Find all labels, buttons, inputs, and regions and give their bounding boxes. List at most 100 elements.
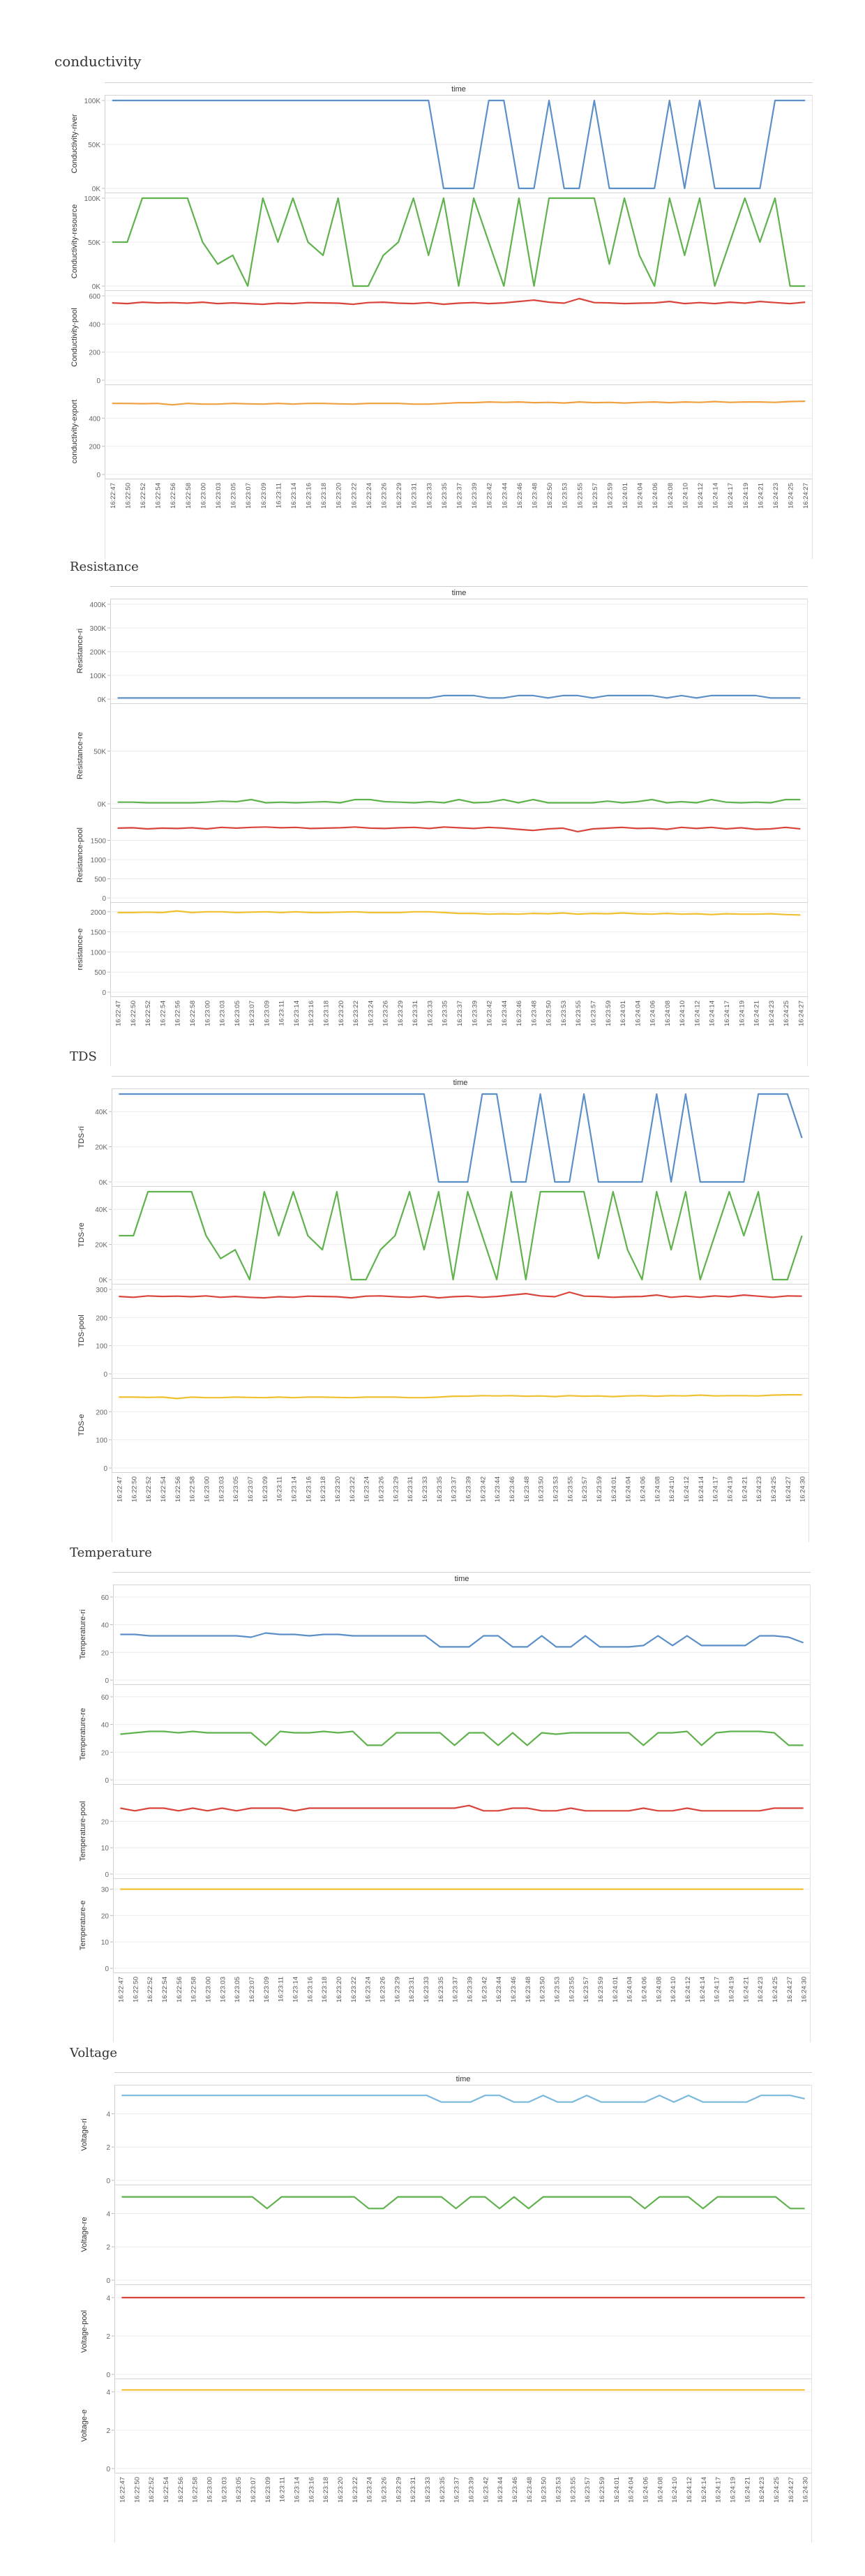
- y-tick-label: 20: [101, 1649, 110, 1657]
- y-tick-label: 400: [89, 415, 100, 423]
- chart-0: time 0K 50K 100K Conductivity-river 0K 50K 100K…: [70, 82, 813, 559]
- x-tick-label: 16:22:58: [185, 483, 193, 509]
- x-tick-label: 16:24:10: [679, 1001, 686, 1026]
- x-tick-label: 16:23:59: [606, 483, 614, 509]
- series-line-Temperature-pool: [120, 1804, 804, 1812]
- x-tick-label: 16:23:46: [516, 1001, 523, 1026]
- panel-2: 0 500 1000 1500 Resistance-pool: [76, 808, 808, 903]
- x-tick-label: 16:23:44: [495, 1977, 503, 2002]
- x-tick-label: 16:23:37: [456, 483, 464, 509]
- chart-title: TDS: [70, 1049, 97, 1064]
- x-tick-label: 16:23:33: [424, 2477, 432, 2503]
- y-tick-label: 0: [106, 2372, 110, 2379]
- x-tick-label: 16:24:10: [682, 483, 689, 509]
- x-tick-label: 16:23:35: [436, 1476, 444, 1502]
- series-line-Conductivity-pool: [112, 297, 806, 306]
- y-tick-label: 0: [103, 1465, 107, 1473]
- panel-1: 0 2 4 Voltage-re: [80, 2185, 812, 2285]
- x-tick-label: 16:23:57: [581, 1476, 589, 1502]
- x-tick-label: 16:24:17: [727, 483, 735, 509]
- y-tick-label: 1000: [91, 949, 107, 957]
- y-tick-label: 2: [106, 2144, 110, 2152]
- x-tick-label: 16:24:06: [652, 483, 659, 509]
- x-tick-label: 16:23:42: [486, 1001, 494, 1026]
- x-tick-label: 16:24:27: [786, 1977, 794, 2002]
- x-tick-label: 16:23:55: [576, 483, 584, 509]
- x-tick-label: 16:23:31: [412, 1001, 419, 1026]
- x-tick-label: 16:22:47: [110, 483, 117, 509]
- x-tick-label: 16:23:22: [352, 2477, 359, 2503]
- x-tick-label: 16:23:31: [409, 2477, 417, 2503]
- series-line-Resistance-ri: [117, 694, 801, 699]
- x-tick-label: 16:24:21: [753, 1001, 761, 1026]
- x-tick-label: 16:23:59: [597, 1977, 605, 2002]
- y-axis-label: TDS-e: [77, 1414, 86, 1437]
- x-tick-label: 16:22:56: [170, 483, 177, 509]
- x-tick-label: 16:23:26: [380, 2477, 388, 2503]
- y-tick-label: 10: [101, 1845, 110, 1852]
- x-tick-label: 16:24:17: [712, 1476, 720, 1502]
- y-tick-label: 0: [106, 2178, 110, 2185]
- x-tick-label: 16:24:19: [728, 1977, 735, 2002]
- y-tick-label: 0K: [92, 283, 101, 291]
- y-tick-label: 20: [101, 1749, 110, 1757]
- x-tick-label: 16:23:16: [308, 1001, 315, 1026]
- x-tick-label: 16:24:12: [693, 1001, 701, 1026]
- x-tick-label: 16:23:09: [263, 1001, 271, 1026]
- y-axis-label: Temperature-e: [79, 1901, 87, 1951]
- x-tick-label: 16:23:29: [395, 2477, 403, 2503]
- x-tick-label: 16:23:35: [441, 483, 449, 509]
- x-tick-label: 16:24:04: [634, 1001, 642, 1026]
- y-tick-label: 40: [101, 1722, 110, 1730]
- x-tick-label: 16:23:37: [453, 2477, 461, 2503]
- series-line-TDS-pool: [119, 1291, 802, 1299]
- x-tick-label: 16:23:03: [219, 1977, 227, 2002]
- x-tick-label: 16:24:19: [729, 2477, 737, 2503]
- chart-1: time 0K 100K 200K 300K 400K Resistance-ri 0K 50K…: [76, 586, 808, 1066]
- x-tick-label: 16:23:11: [276, 1476, 284, 1502]
- y-axis-label: Temperature-re: [79, 1708, 87, 1760]
- y-tick-label: 40: [101, 1622, 110, 1630]
- y-axis-label: Resistance-re: [76, 732, 84, 779]
- x-tick-label: 16:23:48: [531, 483, 539, 509]
- x-tick-label: 16:23:55: [575, 1001, 582, 1026]
- y-tick-label: 40K: [95, 1109, 107, 1116]
- y-tick-label: 0K: [98, 696, 107, 704]
- x-axis-header: time: [453, 1079, 468, 1087]
- x-tick-label: 16:22:58: [192, 2477, 200, 2503]
- x-tick-label: 16:24:21: [741, 1476, 749, 1502]
- y-tick-label: 0K: [98, 801, 107, 809]
- y-axis-label: Voltage-ri: [80, 2118, 89, 2150]
- x-tick-label: 16:24:23: [757, 1977, 765, 2002]
- y-tick-label: 0: [105, 1965, 109, 1973]
- x-tick-label: 16:23:35: [439, 2477, 446, 2503]
- x-tick-label: 16:22:58: [189, 1476, 197, 1502]
- series-line-Conductivity-resource: [112, 197, 806, 287]
- x-tick-label: 16:23:46: [511, 2477, 519, 2503]
- x-tick-label: 16:23:26: [377, 1476, 385, 1502]
- x-tick-label: 16:22:56: [174, 1476, 182, 1502]
- x-tick-label: 16:24:17: [723, 1001, 731, 1026]
- x-tick-label: 16:22:54: [155, 483, 163, 509]
- series-line-Conductivity-river: [112, 99, 806, 190]
- panel-1: 0K 50K 100K Conductivity-resource: [70, 193, 813, 291]
- panel-1: 0K 20K 40K TDS-re: [77, 1186, 809, 1285]
- x-tick-label: 16:23:22: [350, 1977, 358, 2002]
- x-tick-label: 16:23:05: [232, 1476, 240, 1502]
- y-tick-label: 200: [96, 1409, 107, 1416]
- x-tick-label: 16:23:03: [218, 1476, 225, 1502]
- x-tick-label: 16:23:50: [546, 483, 554, 509]
- x-tick-label: 16:23:07: [248, 1977, 256, 2002]
- y-tick-label: 500: [94, 876, 106, 884]
- y-axis-label: Voltage-re: [80, 2217, 89, 2252]
- y-tick-label: 40K: [95, 1206, 107, 1214]
- chart-title: Voltage: [70, 2046, 118, 2060]
- x-tick-label: 16:24:27: [788, 2477, 795, 2503]
- x-tick-label: 16:24:10: [670, 1977, 677, 2002]
- y-tick-label: 0: [103, 1371, 107, 1379]
- x-tick-label: 16:23:26: [379, 1977, 386, 2002]
- x-tick-label: 16:23:59: [596, 1476, 603, 1502]
- x-tick-label: 16:23:11: [275, 483, 283, 508]
- x-tick-label: 16:23:50: [546, 1001, 553, 1026]
- x-tick-label: 16:24:25: [773, 2477, 781, 2503]
